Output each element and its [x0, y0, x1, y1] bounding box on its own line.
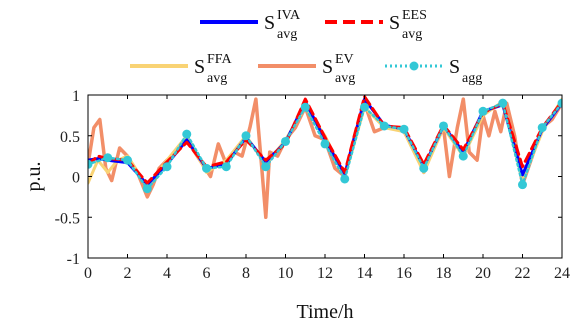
y-tick-label: 0.5 — [60, 129, 80, 146]
x-tick-label: 14 — [357, 265, 373, 282]
data-point — [518, 180, 527, 190]
x-axis-label: Time/h — [296, 301, 353, 323]
data-point — [221, 162, 231, 172]
data-point — [340, 174, 350, 184]
legend-superscript: EES — [402, 8, 427, 23]
data-point — [103, 153, 113, 163]
legend-marker — [409, 61, 419, 71]
data-point — [88, 159, 93, 169]
legend-item-iva: S IVA avg — [200, 8, 301, 42]
data-point — [162, 162, 172, 172]
legend-subscript: avg — [402, 27, 422, 42]
legend-superscript: EV — [335, 52, 354, 67]
series-line-ev — [88, 97, 562, 220]
series-layer — [88, 95, 562, 220]
x-tick-label: 6 — [203, 265, 211, 282]
data-point — [123, 155, 132, 165]
data-point — [557, 98, 562, 108]
data-point — [300, 102, 310, 112]
x-tick-label: 8 — [242, 265, 250, 282]
legend-subscript: agg — [462, 71, 482, 86]
legend-label: S — [389, 12, 400, 34]
y-axis-label: p.u. — [23, 162, 45, 192]
legend-item-ev: S EV avg — [258, 52, 355, 86]
legend-superscript: IVA — [277, 8, 301, 23]
data-point — [498, 98, 508, 108]
data-point — [320, 139, 330, 149]
data-point — [360, 102, 369, 112]
x-tick-label: 22 — [515, 265, 531, 282]
y-tick-label: -0.5 — [55, 210, 80, 227]
data-point — [142, 184, 152, 194]
legend-item-ees: S EES avg — [325, 8, 427, 42]
x-tick-label: 10 — [278, 265, 294, 282]
x-tick-label: 20 — [475, 265, 491, 282]
x-tick-label: 16 — [396, 265, 412, 282]
data-point — [478, 106, 488, 116]
data-point — [379, 121, 389, 131]
legend-subscript: avg — [277, 27, 297, 42]
x-tick-label: 0 — [84, 265, 92, 282]
legend-subscript: avg — [335, 71, 355, 86]
data-point — [202, 163, 211, 173]
x-tick-label: 2 — [124, 265, 132, 282]
legend-item-ffa: S FFA avg — [130, 52, 233, 86]
data-point — [419, 163, 429, 173]
x-tick-label: 18 — [436, 265, 452, 282]
legend-label: S — [449, 56, 460, 78]
data-point — [537, 123, 547, 133]
x-tick-label: 4 — [163, 265, 171, 282]
legend-subscript: avg — [207, 71, 227, 86]
data-point — [399, 124, 409, 134]
y-tick-label: 1 — [72, 88, 80, 105]
legend-label: S — [194, 56, 205, 78]
y-tick-label: -1 — [67, 251, 80, 268]
data-point — [182, 129, 192, 139]
data-point — [458, 151, 468, 161]
y-tick-label: 0 — [72, 170, 80, 187]
data-point — [281, 136, 290, 146]
legend-label: S — [322, 56, 333, 78]
x-tick-label: 12 — [317, 265, 333, 282]
data-point — [241, 131, 251, 141]
x-tick-label: 24 — [554, 265, 570, 282]
data-point — [439, 121, 448, 131]
legend-superscript: FFA — [207, 52, 233, 67]
legend-label: S — [264, 12, 275, 34]
data-point — [261, 162, 271, 172]
